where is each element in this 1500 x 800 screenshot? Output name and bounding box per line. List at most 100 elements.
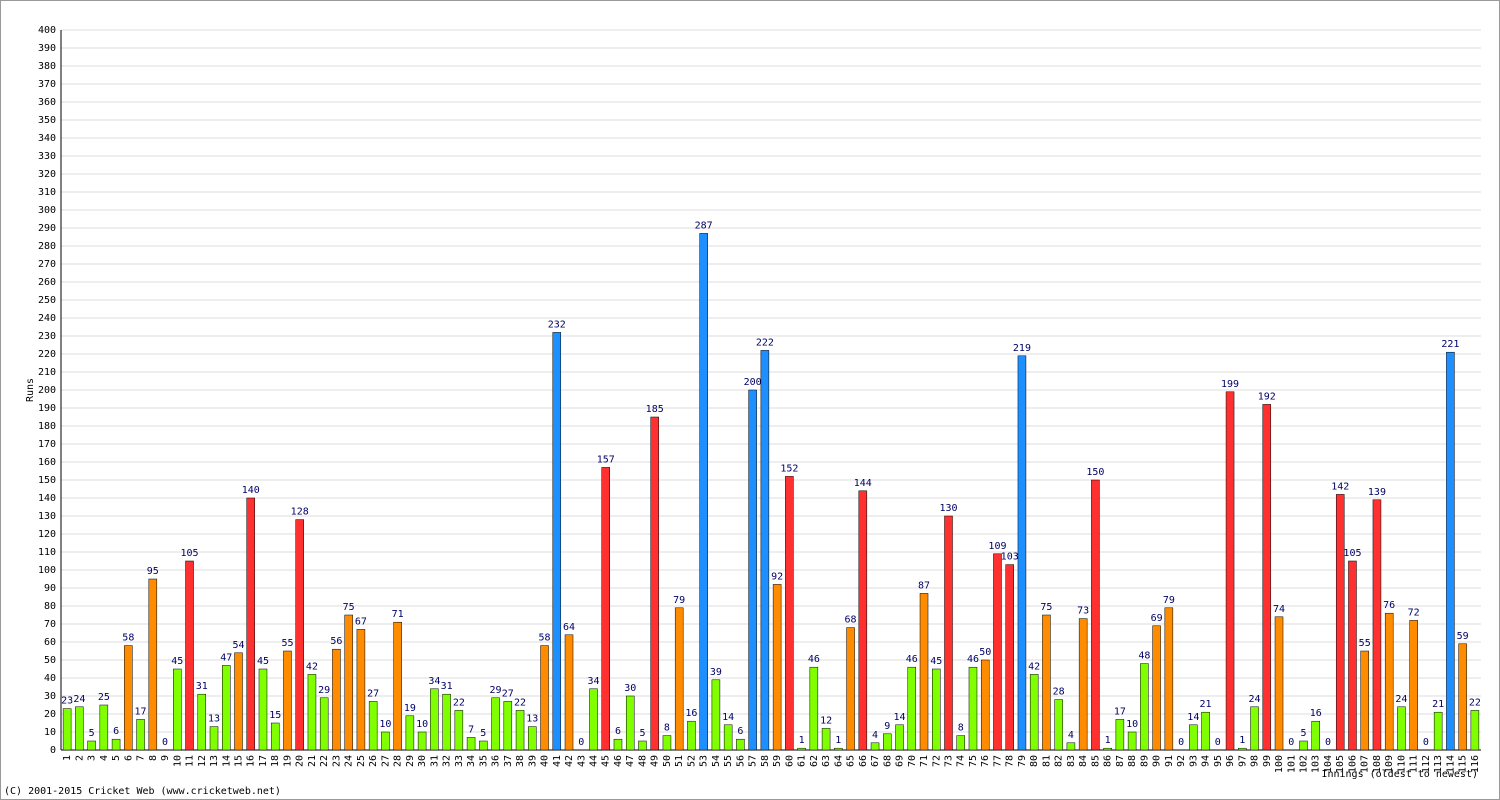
y-tick-label: 390 xyxy=(38,43,56,54)
value-label: 103 xyxy=(1001,552,1019,563)
value-label: 221 xyxy=(1441,339,1459,350)
bar xyxy=(919,593,929,751)
bar xyxy=(75,706,84,751)
y-tick-label: 100 xyxy=(38,565,56,576)
bar xyxy=(99,704,109,751)
value-label: 45 xyxy=(257,656,269,667)
bar xyxy=(1360,650,1369,751)
y-tick-label: 30 xyxy=(44,691,56,702)
y-tick-label: 190 xyxy=(38,403,56,414)
x-tick-label: 57 xyxy=(748,755,759,767)
bar xyxy=(454,710,464,751)
value-label: 14 xyxy=(722,712,734,723)
x-tick-label: 19 xyxy=(282,755,293,767)
value-label: 19 xyxy=(404,703,416,714)
bar xyxy=(1397,706,1406,751)
bar xyxy=(625,695,635,751)
x-tick-label: 28 xyxy=(393,755,404,767)
x-tick-label: 83 xyxy=(1066,755,1077,767)
bar xyxy=(809,666,819,751)
x-tick-label: 9 xyxy=(160,755,171,761)
value-label: 185 xyxy=(646,404,664,415)
x-tick-label: 85 xyxy=(1090,755,1101,767)
value-label: 59 xyxy=(1457,631,1469,642)
value-label: 75 xyxy=(343,602,355,613)
bar xyxy=(295,519,304,751)
x-tick-label: 4 xyxy=(99,755,110,761)
bar xyxy=(1005,564,1014,751)
bar xyxy=(1238,747,1247,751)
value-label: 16 xyxy=(685,708,697,719)
value-label: 74 xyxy=(1273,604,1285,615)
value-label: 192 xyxy=(1258,391,1276,402)
value-label: 150 xyxy=(1086,467,1104,478)
x-tick-label: 115 xyxy=(1458,755,1469,773)
x-tick-label: 35 xyxy=(478,755,489,767)
bar xyxy=(540,645,549,751)
x-tick-label: 34 xyxy=(466,755,477,767)
x-tick-label: 37 xyxy=(503,755,514,767)
bar xyxy=(393,621,402,751)
value-label: 0 xyxy=(1178,737,1184,748)
x-tick-label: 107 xyxy=(1360,755,1371,773)
bar xyxy=(1446,351,1455,751)
x-tick-label: 99 xyxy=(1262,755,1273,767)
y-tick-label: 220 xyxy=(38,349,56,360)
x-tick-label: 112 xyxy=(1421,755,1432,773)
value-label: 34 xyxy=(587,676,599,687)
bar xyxy=(870,742,880,751)
value-label: 17 xyxy=(135,706,147,717)
value-label: 10 xyxy=(416,719,428,730)
value-label: 79 xyxy=(1163,595,1175,606)
x-tick-label: 26 xyxy=(368,755,379,767)
value-label: 45 xyxy=(171,656,183,667)
value-label: 28 xyxy=(1053,687,1065,698)
value-label: 47 xyxy=(220,652,232,663)
bar xyxy=(907,666,917,751)
y-tick-label: 120 xyxy=(38,529,56,540)
x-tick-label: 113 xyxy=(1433,755,1444,773)
value-label: 144 xyxy=(854,478,872,489)
x-tick-label: 7 xyxy=(136,755,147,761)
x-tick-label: 87 xyxy=(1115,755,1126,767)
x-tick-label: 70 xyxy=(907,755,918,767)
value-label: 27 xyxy=(502,688,514,699)
bar xyxy=(1127,731,1137,751)
bar xyxy=(834,747,843,751)
value-label: 56 xyxy=(330,636,342,647)
bar xyxy=(528,726,537,751)
bar xyxy=(503,701,513,751)
value-label: 5 xyxy=(89,728,95,739)
value-label: 8 xyxy=(958,723,964,734)
x-tick-label: 74 xyxy=(956,755,967,767)
x-tick-label: 5 xyxy=(111,755,122,761)
x-tick-label: 8 xyxy=(148,755,159,761)
x-tick-label: 86 xyxy=(1103,755,1114,767)
x-tick-label: 89 xyxy=(1139,755,1150,767)
x-tick-label: 29 xyxy=(405,755,416,767)
bar xyxy=(1103,747,1112,751)
x-tick-label: 110 xyxy=(1396,755,1407,773)
bar xyxy=(1335,494,1345,751)
y-tick-label: 240 xyxy=(38,313,56,324)
value-label: 6 xyxy=(113,726,119,737)
value-label: 23 xyxy=(61,696,73,707)
value-label: 24 xyxy=(1249,694,1261,705)
y-tick-label: 80 xyxy=(44,601,56,612)
y-tick-label: 140 xyxy=(38,493,56,504)
x-tick-label: 104 xyxy=(1323,755,1334,773)
x-tick-label: 31 xyxy=(429,755,440,767)
x-tick-label: 38 xyxy=(515,755,526,767)
bar xyxy=(1458,643,1467,751)
bar xyxy=(1201,711,1210,751)
value-label: 42 xyxy=(1028,661,1040,672)
bar xyxy=(246,497,255,751)
x-tick-label: 111 xyxy=(1409,755,1420,773)
value-label: 76 xyxy=(1383,600,1395,611)
bar xyxy=(1066,742,1076,751)
bar xyxy=(968,666,978,751)
bar xyxy=(674,607,684,751)
value-label: 199 xyxy=(1221,379,1239,390)
y-tick-label: 270 xyxy=(38,259,56,270)
